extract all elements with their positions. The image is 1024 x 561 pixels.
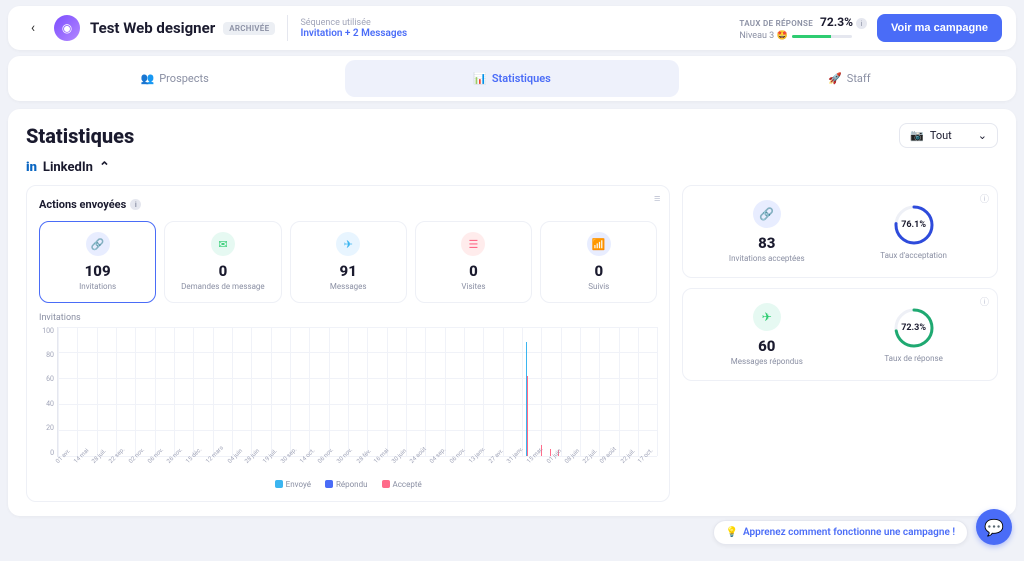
campaign-title: Test Web designer <box>90 19 215 37</box>
chat-icon: 💬 <box>984 518 1004 537</box>
tile-label: Messages <box>297 282 400 292</box>
info-icon[interactable]: ⓘ <box>980 192 989 205</box>
linkedin-icon: in <box>26 160 37 175</box>
tile-value: 0 <box>547 262 650 280</box>
legend-label: Envoyé <box>286 480 311 489</box>
tile-icon: ☰ <box>461 232 485 256</box>
tab-prospects[interactable]: 👥 Prospects <box>8 56 341 101</box>
topbar: ‹ ◉ Test Web designer ARCHIVÉE Séquence … <box>8 6 1016 50</box>
action-tile[interactable]: ☰ 0 Visites <box>415 221 532 303</box>
chart-menu-icon[interactable]: ≡ <box>654 192 661 205</box>
kpi-rate: 76.1% <box>901 220 926 230</box>
tab-staff-label: Staff <box>847 72 871 85</box>
tile-value: 0 <box>171 262 274 280</box>
period-selector[interactable]: 📷 Tout ⌄ <box>899 123 998 148</box>
action-tile[interactable]: 🔗 109 Invitations <box>39 221 156 303</box>
kpi-rate: 72.3% <box>901 323 926 333</box>
level-label: Niveau 3 🤩 <box>739 31 787 41</box>
campaign-avatar: ◉ <box>54 15 80 41</box>
action-tile[interactable]: 📶 0 Suivis <box>540 221 657 303</box>
legend-label: Accepté <box>393 480 422 489</box>
archived-badge: ARCHIVÉE <box>223 22 275 35</box>
sequence-value[interactable]: Invitation + 2 Messages <box>300 28 407 39</box>
tile-icon: 📶 <box>587 232 611 256</box>
back-button[interactable]: ‹ <box>22 17 44 39</box>
kpi-rate-label: Taux d'acceptation <box>840 251 987 260</box>
kpi-ring: 72.3% <box>892 306 936 350</box>
calendar-icon: 📷 <box>910 129 924 142</box>
platform-label: LinkedIn <box>43 160 93 175</box>
tabs: 👥 Prospects 📊 Statistiques 🚀 Staff <box>8 56 1016 101</box>
tab-prospects-label: Prospects <box>159 72 209 85</box>
legend-label: Répondu <box>336 480 368 489</box>
kpi-icon: ✈ <box>753 303 781 331</box>
chart-plot <box>57 327 657 457</box>
invitations-chart: 100806040200 <box>39 327 657 457</box>
tile-value: 0 <box>422 262 525 280</box>
legend-swatch <box>325 480 333 488</box>
response-rate-label: TAUX DE RÉPONSE <box>739 19 813 28</box>
main-panel: Statistiques 📷 Tout ⌄ in LinkedIn ⌃ Acti… <box>8 109 1016 516</box>
tile-icon: 🔗 <box>86 232 110 256</box>
tile-value: 109 <box>46 262 149 280</box>
legend-swatch <box>275 480 283 488</box>
kpi-count-label: Messages répondus <box>693 357 840 366</box>
chart-x-axis: 01 avr.14 mai28 juil.22 sep.02 nov.06 no… <box>57 459 657 466</box>
divider <box>287 15 288 41</box>
tile-label: Visites <box>422 282 525 292</box>
kpi-count: 83 <box>693 234 840 252</box>
level-progress-bar <box>792 35 852 38</box>
info-icon[interactable]: i <box>130 199 141 210</box>
tab-stats-label: Statistiques <box>492 72 551 85</box>
actions-panel: Actions envoyées i 🔗 109 Invitations✉ 0 … <box>26 185 670 502</box>
view-campaign-button[interactable]: Voir ma campagne <box>877 14 1002 42</box>
legend-item: Envoyé <box>275 480 311 489</box>
chart-y-axis: 100806040200 <box>39 327 57 457</box>
kpi-ring: 76.1% <box>892 203 936 247</box>
users-icon: 👥 <box>141 72 155 85</box>
action-tiles: 🔗 109 Invitations✉ 0 Demandes de message… <box>39 221 657 303</box>
kpi-count-label: Invitations acceptées <box>693 254 840 263</box>
actions-title: Actions envoyées <box>39 198 126 211</box>
chevron-down-icon: ⌄ <box>978 129 987 142</box>
info-icon[interactable]: ⓘ <box>980 295 989 308</box>
legend-item: Accepté <box>382 480 422 489</box>
platform-toggle[interactable]: in LinkedIn ⌃ <box>26 160 998 175</box>
page-heading: Statistiques <box>26 124 134 148</box>
tile-value: 91 <box>297 262 400 280</box>
legend-swatch <box>382 480 390 488</box>
tab-staff[interactable]: 🚀 Staff <box>683 56 1016 101</box>
action-tile[interactable]: ✉ 0 Demandes de message <box>164 221 281 303</box>
kpi-panel: ⓘ ✈ 60 Messages répondus 72.3% Taux de r… <box>682 288 998 381</box>
tile-icon: ✈ <box>336 232 360 256</box>
response-rate-value: 72.3% <box>820 15 853 29</box>
tile-label: Invitations <box>46 282 149 292</box>
tab-stats[interactable]: 📊 Statistiques <box>345 60 678 97</box>
info-icon[interactable]: i <box>856 18 867 29</box>
chevron-up-icon: ⌃ <box>99 160 110 175</box>
tile-label: Suivis <box>547 282 650 292</box>
help-tip[interactable]: 💡 Apprenez comment fonctionne une campag… <box>713 520 969 545</box>
period-value: Tout <box>930 129 952 142</box>
legend-item: Répondu <box>325 480 368 489</box>
kpi-rate-label: Taux de réponse <box>840 354 987 363</box>
chart-title: Invitations <box>39 313 657 323</box>
kpi-icon: 🔗 <box>753 200 781 228</box>
rocket-icon: 🚀 <box>828 72 842 85</box>
chart-icon: 📊 <box>473 72 487 85</box>
sequence-block: Séquence utilisée Invitation + 2 Message… <box>300 18 407 39</box>
lightbulb-icon: 💡 <box>726 527 738 538</box>
kpi-count: 60 <box>693 337 840 355</box>
response-rate-block: TAUX DE RÉPONSE 72.3% i Niveau 3 🤩 <box>739 15 867 42</box>
kpi-panel: ⓘ 🔗 83 Invitations acceptées 76.1% Taux … <box>682 185 998 278</box>
sequence-label: Séquence utilisée <box>300 18 407 28</box>
chat-fab[interactable]: 💬 <box>976 509 1012 545</box>
help-tip-text: Apprenez comment fonctionne une campagne… <box>743 527 955 538</box>
tile-label: Demandes de message <box>171 282 274 292</box>
chart-legend: Envoyé Répondu Accepté <box>39 480 657 489</box>
action-tile[interactable]: ✈ 91 Messages <box>290 221 407 303</box>
tile-icon: ✉ <box>211 232 235 256</box>
